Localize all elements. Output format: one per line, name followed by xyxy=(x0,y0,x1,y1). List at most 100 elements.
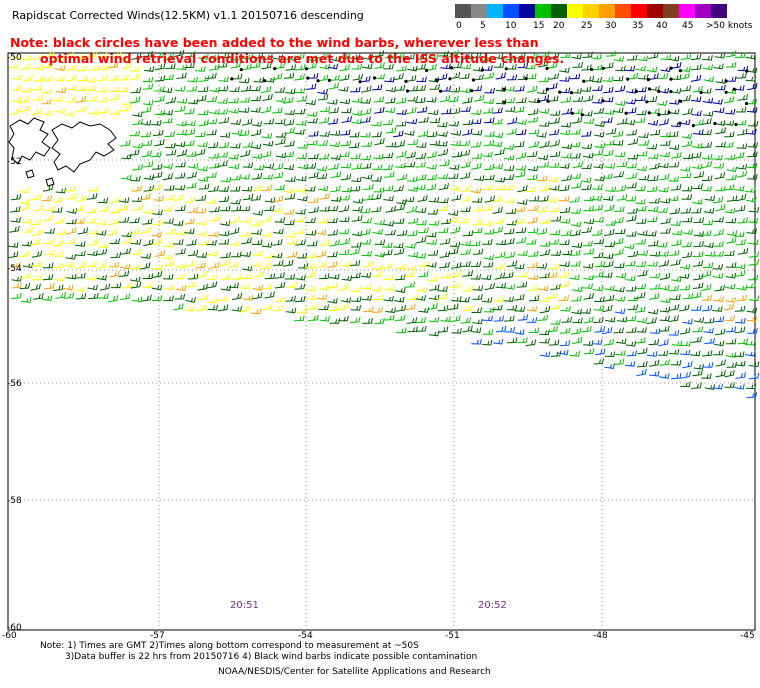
wind-barb xyxy=(713,162,725,169)
wind-barb xyxy=(536,263,548,269)
wind-barb xyxy=(31,274,42,281)
wind-barb xyxy=(723,96,735,104)
wind-barb xyxy=(427,249,439,256)
wind-barb xyxy=(605,316,616,323)
wind-barb xyxy=(273,163,284,171)
wind-barb xyxy=(272,171,284,179)
contamination-dot xyxy=(647,87,652,91)
latitude-label: -56 xyxy=(7,379,22,389)
contamination-dot xyxy=(647,111,651,115)
wind-barb xyxy=(702,219,714,226)
wind-barb xyxy=(162,109,174,116)
wind-barb xyxy=(141,150,152,158)
wind-barb xyxy=(559,261,570,267)
wind-barb xyxy=(318,304,329,311)
wind-barb xyxy=(351,110,363,116)
wind-barb xyxy=(582,283,593,289)
wind-barb xyxy=(594,175,605,181)
wind-barb xyxy=(165,142,176,149)
wind-barb xyxy=(506,304,518,311)
wind-barb xyxy=(747,274,759,281)
wind-barb xyxy=(64,185,76,192)
wind-barb xyxy=(218,295,229,302)
wind-barb xyxy=(482,107,494,114)
wind-barb xyxy=(692,163,703,170)
wind-barb xyxy=(264,252,275,259)
wind-barb xyxy=(164,184,175,191)
wind-barb xyxy=(604,229,615,237)
wind-barb xyxy=(735,119,747,126)
wind-barb xyxy=(495,239,507,246)
wind-barb xyxy=(426,231,437,238)
colorbar-swatch xyxy=(503,4,519,18)
wind-barb xyxy=(371,84,383,91)
wind-barb xyxy=(307,139,318,146)
wind-barb xyxy=(251,239,263,246)
wind-barb xyxy=(746,162,758,169)
wind-barb xyxy=(384,53,396,59)
wind-barb xyxy=(340,162,352,169)
wind-barb xyxy=(704,251,716,257)
wind-barb xyxy=(305,83,317,90)
wind-barb xyxy=(272,206,284,213)
wind-barb xyxy=(162,173,173,181)
wind-barb xyxy=(11,276,22,282)
wind-barb xyxy=(7,251,19,259)
wind-barb xyxy=(240,85,252,92)
wind-barb xyxy=(196,219,208,226)
wind-barb xyxy=(284,219,295,226)
wind-barb xyxy=(733,351,745,357)
wind-barb xyxy=(701,294,712,301)
wind-barb xyxy=(97,96,108,103)
wind-barb xyxy=(261,133,273,139)
wind-barb xyxy=(142,282,153,289)
wind-barb xyxy=(581,184,592,190)
wind-barb xyxy=(602,117,613,123)
wind-barb xyxy=(745,75,757,82)
wind-barb xyxy=(297,163,309,170)
wind-barb xyxy=(603,86,614,94)
wind-barb xyxy=(404,281,416,288)
longitude-label: -51 xyxy=(445,631,460,641)
wind-barb xyxy=(547,82,558,90)
wind-barb xyxy=(571,88,582,94)
wind-barb xyxy=(646,230,657,237)
wind-barb xyxy=(580,86,592,92)
wind-barb xyxy=(527,250,539,257)
wind-barb xyxy=(636,86,647,93)
wind-barb xyxy=(165,149,177,156)
wind-barb xyxy=(679,284,691,291)
wind-barb xyxy=(109,238,121,244)
wind-barb xyxy=(448,210,459,216)
wind-barb xyxy=(503,184,514,191)
contamination-dot xyxy=(545,66,549,70)
wind-barb xyxy=(250,95,262,102)
contamination-dot xyxy=(667,111,671,115)
footnote-line-2: 3)Data buffer is 22 hrs from 20150716 4)… xyxy=(65,652,478,662)
wind-barb xyxy=(448,50,459,57)
wind-barb xyxy=(285,176,296,182)
wind-barb xyxy=(482,239,493,245)
time-label-1: 20:51 xyxy=(230,600,259,611)
wind-barb xyxy=(569,141,581,148)
wind-barb xyxy=(341,186,353,193)
wind-barb xyxy=(151,284,163,291)
wind-barb xyxy=(174,293,186,300)
wind-barb xyxy=(613,237,624,245)
wind-barb xyxy=(726,166,737,173)
wind-barb xyxy=(86,261,97,267)
wind-barb xyxy=(319,131,330,137)
wind-barb xyxy=(109,270,120,278)
wind-barb xyxy=(427,209,439,215)
wind-barb xyxy=(374,106,385,114)
wind-barb xyxy=(151,171,163,179)
wind-barb xyxy=(528,128,540,135)
wind-barb xyxy=(594,326,606,333)
wind-barb xyxy=(624,361,636,367)
wind-barb xyxy=(209,86,221,93)
wind-barb xyxy=(374,219,385,226)
wind-barb xyxy=(274,217,286,223)
wind-barb xyxy=(316,261,327,268)
wind-barb xyxy=(636,109,647,116)
wind-barb xyxy=(428,316,440,323)
